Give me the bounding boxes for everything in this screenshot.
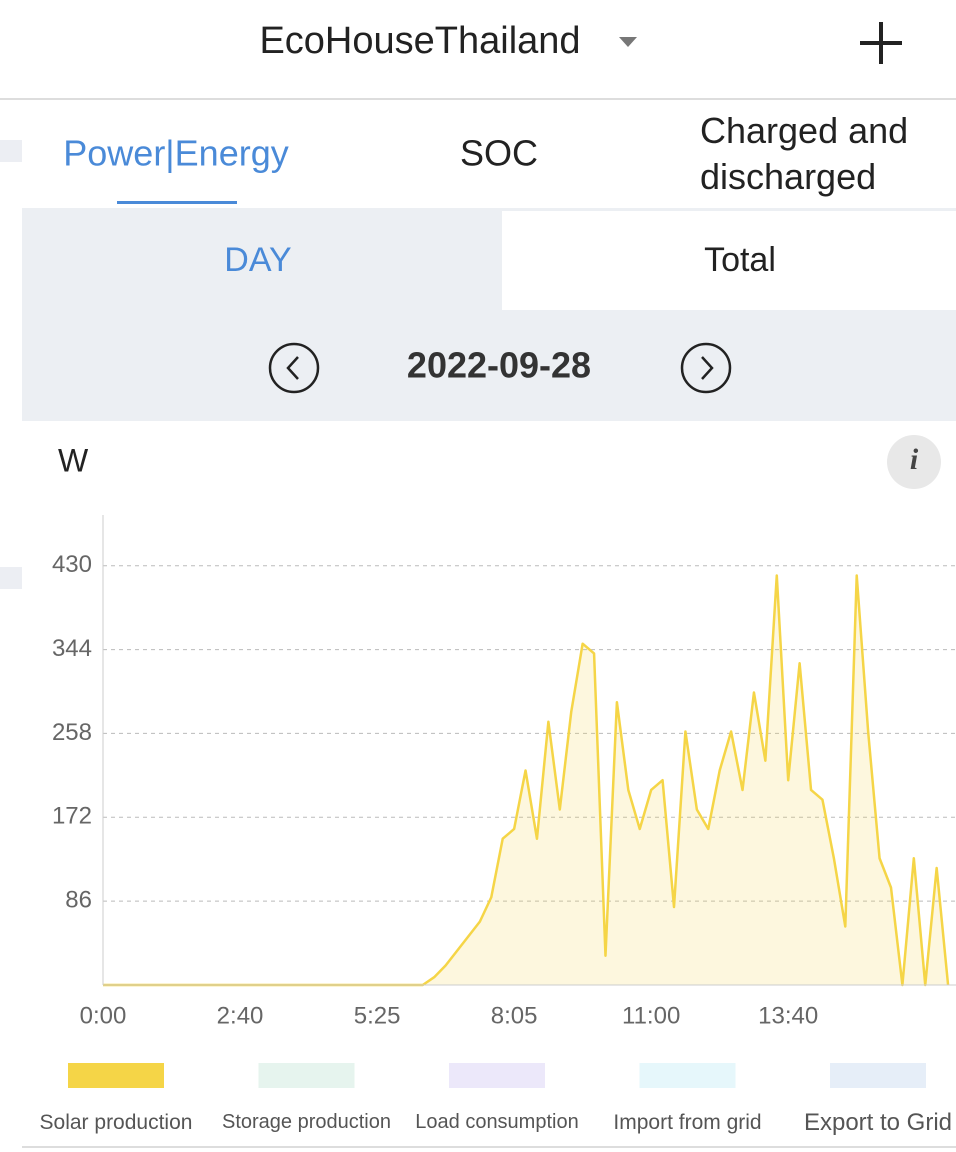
dropdown-arrow[interactable] xyxy=(619,37,637,47)
legend-label: Solar production xyxy=(39,1110,193,1134)
legend-swatch xyxy=(830,1063,926,1088)
app-title[interactable]: EcoHouseThailand xyxy=(259,20,580,62)
info-button[interactable] xyxy=(887,435,941,489)
legend-label-wrap: Import from grid xyxy=(613,1110,762,1134)
y-axis-unit: W xyxy=(58,442,89,478)
y-tick-label: 344 xyxy=(52,635,92,662)
x-tick-label: 0:00 xyxy=(80,1002,127,1029)
x-tick-label: 2:40 xyxy=(217,1002,264,1029)
x-tick-label: 8:05 xyxy=(491,1002,538,1029)
side-sliver xyxy=(0,567,22,589)
y-tick-label: 258 xyxy=(52,719,92,746)
period-tab[interactable]: Total xyxy=(704,241,776,279)
date: 2022-09-28 xyxy=(407,345,591,386)
x-tick-label: 13:40 xyxy=(758,1002,818,1029)
add-button[interactable] xyxy=(860,22,902,64)
tab-wrap: Charged and discharged xyxy=(700,110,909,197)
info-icon: i xyxy=(910,443,919,476)
y-tick-label: 430 xyxy=(52,551,92,578)
period-tab-inactive xyxy=(502,211,956,310)
legend-swatch xyxy=(258,1063,355,1088)
area xyxy=(103,575,949,985)
legend-label-wrap: Storage production xyxy=(221,1110,391,1133)
tab-indicator xyxy=(117,201,237,204)
legend-label-wrap: Load consumption xyxy=(415,1110,579,1133)
tab[interactable]: SOC xyxy=(460,133,538,174)
prev-button[interactable] xyxy=(268,342,320,394)
legend-label: Import from grid xyxy=(613,1110,762,1134)
prev-icon xyxy=(286,356,299,380)
legend-swatch xyxy=(449,1063,545,1088)
legend-label: Storage production xyxy=(221,1110,391,1133)
tab[interactable]: Power|Energy xyxy=(63,133,288,174)
legend-label: Load consumption xyxy=(415,1110,579,1133)
side-sliver xyxy=(0,140,22,162)
y-tick-label: 86 xyxy=(65,886,92,913)
legend-swatch xyxy=(639,1063,736,1088)
legend-label-wrap: Export to Grid xyxy=(803,1108,953,1136)
tab[interactable]: Charged and discharged xyxy=(700,110,909,197)
period-tab[interactable]: DAY xyxy=(224,241,291,279)
next-icon xyxy=(701,356,714,380)
legend-label-wrap: Solar production xyxy=(39,1110,193,1134)
y-tick-label: 172 xyxy=(52,803,92,830)
legend-label: Export to Grid xyxy=(803,1108,953,1136)
x-tick-label: 5:25 xyxy=(354,1002,401,1029)
legend-swatch xyxy=(68,1063,164,1088)
x-tick-label: 11:00 xyxy=(622,1002,680,1029)
next-button[interactable] xyxy=(680,342,732,394)
